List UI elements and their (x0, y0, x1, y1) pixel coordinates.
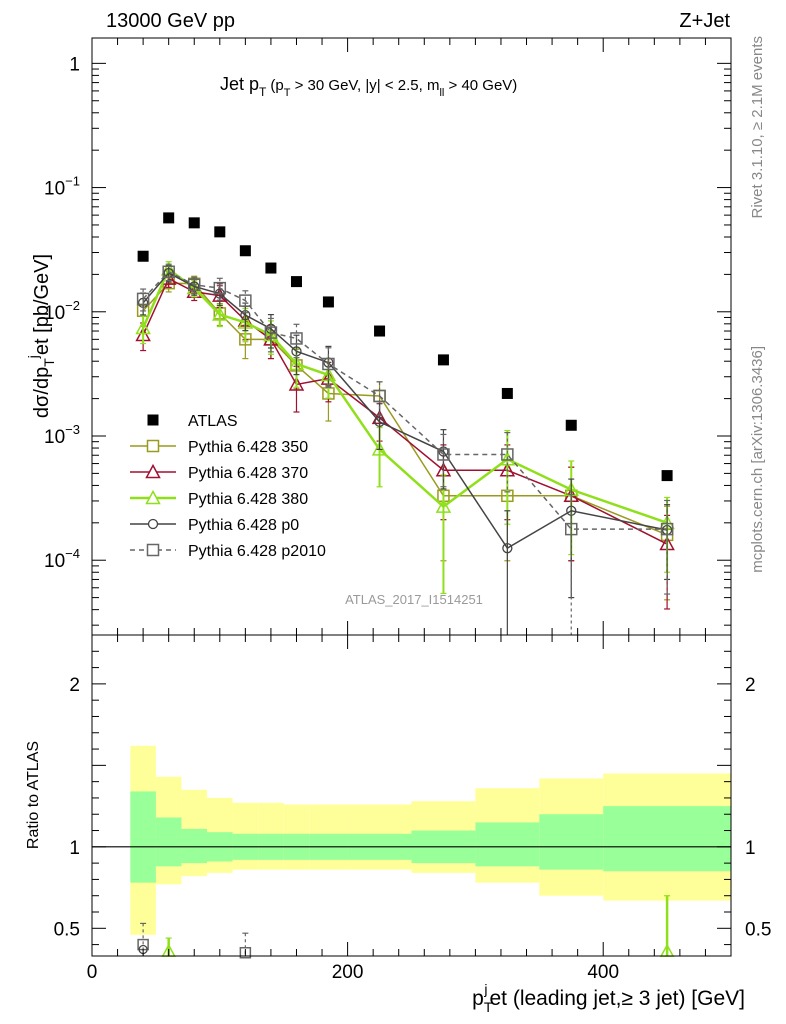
data-point (163, 212, 175, 224)
data-point (135, 319, 151, 335)
data-point (214, 226, 226, 238)
legend-entry-pythia-6-428-p2010: Pythia 6.428 p2010 (130, 543, 326, 560)
ratio-band-stat (130, 791, 156, 883)
legend-marker (145, 463, 161, 479)
data-point (501, 448, 514, 461)
legend-entry-pythia-6-428-370: Pythia 6.428 370 (130, 463, 308, 482)
plot-title: Jet pT (pT > 30 GeV, |y| < 2.5, mll > 40 … (220, 74, 517, 99)
data-point (435, 498, 452, 513)
ratio-band-stat (181, 828, 208, 864)
ratio-plot-area (92, 745, 731, 959)
data-point (213, 281, 227, 295)
data-point (136, 292, 150, 306)
legend-label: Pythia 6.428 380 (188, 491, 308, 508)
analysis-watermark: ATLAS_2017_I1514251 (345, 592, 483, 607)
axis-ticks: 0 200 400 1 10−1 10−2 10−3 10−4 0.5 0.5 1 1 2 2 (44, 38, 771, 983)
data-point (212, 306, 228, 321)
x-tick-label: 400 (587, 962, 619, 983)
data-point (239, 245, 251, 257)
data-point (374, 416, 385, 427)
legend-label: Pythia 6.428 350 (188, 439, 308, 456)
y-tick-label: 10−2 (44, 298, 80, 324)
y-tick-label: 10−3 (44, 422, 80, 448)
ratio-band-stat (603, 806, 731, 872)
legend-label: Pythia 6.428 p2010 (188, 543, 326, 560)
ratio-y-tick-label-right: 0.5 (745, 919, 771, 940)
data-point (501, 387, 513, 399)
data-point (373, 389, 386, 403)
ratio-y-tick-label-right: 2 (745, 675, 756, 696)
legend-marker (146, 543, 160, 557)
ratio-y-tick-label-left: 2 (69, 675, 80, 696)
data-point (162, 265, 175, 279)
legend-marker (146, 439, 160, 453)
data-point (239, 294, 252, 307)
legend-entry-pythia-6-428-350: Pythia 6.428 350 (130, 439, 308, 456)
legend-marker (147, 518, 159, 530)
header-right: Z+Jet (679, 10, 730, 32)
y-tick-label: 10−1 (44, 174, 80, 200)
data-point (437, 354, 449, 366)
y-tick-label: 10−4 (44, 546, 80, 572)
legend-entry-pythia-6-428-p0: Pythia 6.428 p0 (130, 517, 299, 534)
ratio-y-tick-label-right: 1 (745, 838, 756, 859)
data-point (290, 332, 303, 345)
data-point (661, 470, 673, 482)
legend: ATLAS Pythia 6.428 350 Pythia 6.428 370 Pyt… (130, 413, 326, 560)
legend-label: ATLAS (188, 413, 238, 430)
data-point (371, 441, 388, 456)
legend-label: Pythia 6.428 p0 (188, 517, 299, 534)
ratio-point (239, 946, 252, 959)
rivet-version-label: Rivet 3.1.10, ≥ 2.1M events (749, 36, 766, 219)
y-axis-label-ratio: Ratio to ATLAS (25, 741, 42, 849)
y-axis-label-main: dσ/dpTjet [pb/GeV] (25, 254, 57, 418)
mcplots-label: mcplots.cern.ch [arXiv:1306.3436] (749, 346, 766, 573)
data-point (565, 419, 577, 431)
legend-marker (147, 414, 159, 426)
data-point (660, 522, 674, 536)
legend-label: Pythia 6.428 370 (188, 465, 308, 482)
x-tick-label: 200 (332, 962, 364, 983)
legend-entry-pythia-6-428-380: Pythia 6.428 380 (130, 489, 308, 508)
header-left: 13000 GeV pp (106, 10, 235, 32)
ratio-band-stat (539, 814, 604, 870)
legend-marker (145, 489, 161, 505)
data-point (240, 309, 251, 321)
ratio-panel (91, 634, 732, 959)
data-point (187, 278, 201, 292)
data-point (290, 276, 302, 288)
ratio-band-stat (475, 822, 540, 867)
data-point (265, 262, 277, 274)
data-point (565, 522, 578, 536)
data-point (288, 376, 305, 391)
series-atlas (137, 212, 673, 482)
data-point (502, 543, 513, 554)
x-axis-label: pTjet (leading jet,≥ 3 jet) [GeV] (472, 981, 745, 1015)
data-point (264, 326, 278, 339)
ratio-frame (91, 634, 732, 957)
ratio-band-stat (155, 817, 182, 867)
x-tick-label: 0 (87, 962, 98, 983)
ratio-y-tick-label-left: 0.5 (54, 919, 80, 940)
data-point (322, 296, 334, 308)
series-pythia-6-428-p2010 (136, 263, 674, 635)
y-tick-label: 1 (69, 54, 80, 75)
data-point (137, 250, 149, 262)
data-point (322, 357, 335, 371)
data-point (374, 325, 386, 337)
main-panel (91, 37, 732, 636)
data-point (188, 217, 200, 229)
main-plot-area (135, 212, 675, 635)
legend-entry-atlas: ATLAS (147, 413, 238, 430)
ratio-y-tick-label-left: 1 (69, 838, 80, 859)
data-point (437, 448, 450, 461)
